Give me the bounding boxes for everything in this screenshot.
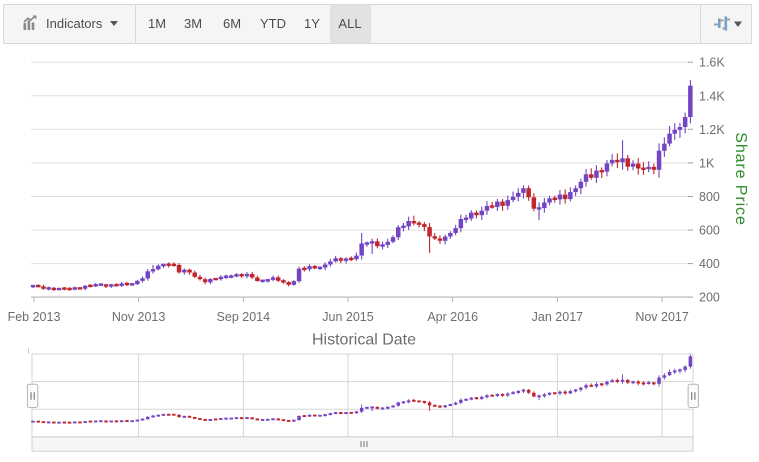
svg-text:Feb 2013: Feb 2013: [8, 310, 61, 324]
svg-text:Historical Date: Historical Date: [312, 332, 416, 349]
svg-text:Sep 2014: Sep 2014: [217, 310, 271, 324]
svg-text:400: 400: [699, 257, 720, 271]
svg-text:Share Price: Share Price: [732, 132, 749, 226]
svg-text:Nov 2017: Nov 2017: [635, 310, 689, 324]
svg-text:Apr 2016: Apr 2016: [427, 310, 478, 324]
svg-text:Jun 2015: Jun 2015: [322, 310, 373, 324]
svg-text:Nov 2013: Nov 2013: [112, 310, 166, 324]
svg-text:1.2K: 1.2K: [699, 123, 725, 137]
svg-text:600: 600: [699, 224, 720, 238]
svg-text:1K: 1K: [699, 156, 715, 170]
svg-text:1.4K: 1.4K: [699, 89, 725, 103]
svg-text:200: 200: [699, 291, 720, 305]
svg-text:800: 800: [699, 190, 720, 204]
svg-text:1.6K: 1.6K: [699, 56, 725, 70]
svg-text:Jan 2017: Jan 2017: [532, 310, 583, 324]
